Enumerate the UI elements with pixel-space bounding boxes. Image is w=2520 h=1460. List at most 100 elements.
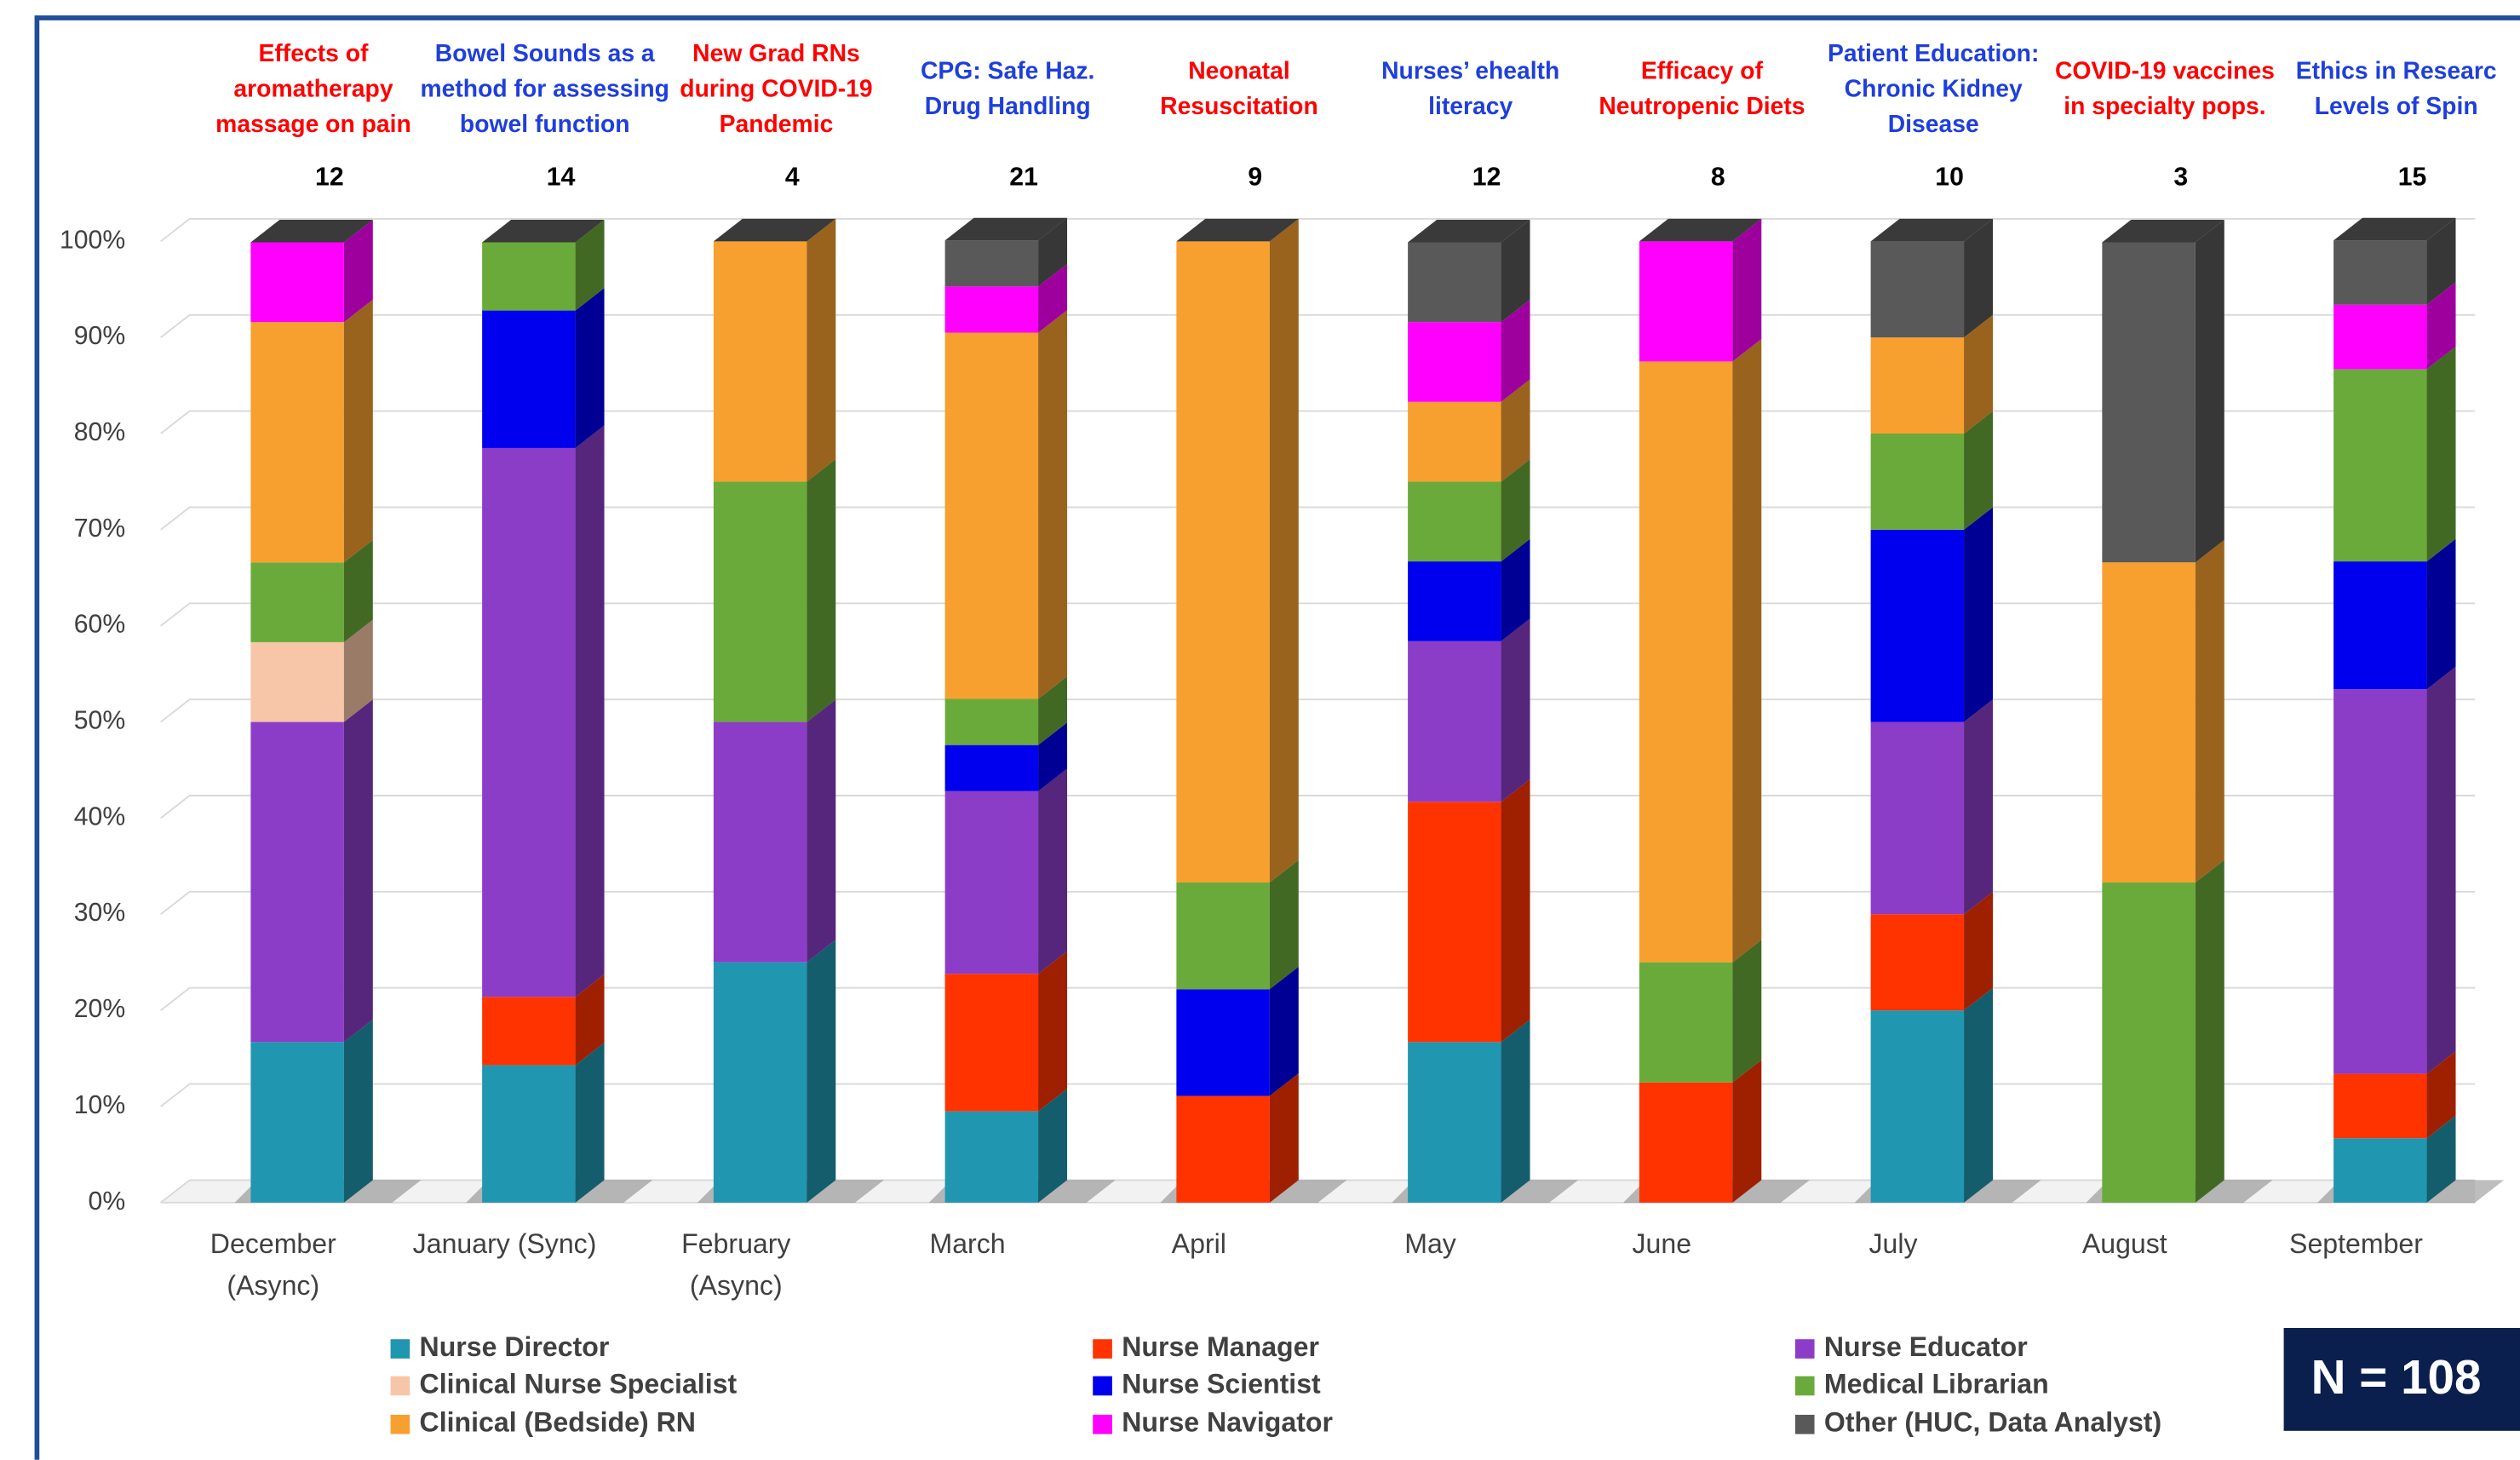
bar-side <box>1038 768 1068 974</box>
bar-side <box>2426 217 2456 305</box>
annotation: Efficacy of <box>1641 57 1764 84</box>
annotation: Levels of Spin <box>2315 92 2478 119</box>
bar-side <box>1964 891 1994 1011</box>
x-tick-label: September <box>2289 1228 2423 1259</box>
bar-segment <box>1408 1042 1501 1203</box>
bar-segment <box>1176 882 1270 990</box>
bar-segment <box>1408 242 1501 323</box>
y-tick-label: 50% <box>74 707 125 735</box>
y-tick-label: 40% <box>74 802 125 831</box>
annotation: Ethics in Researc <box>2296 57 2497 84</box>
bar-segment <box>2102 242 2196 563</box>
x-tick-label: July <box>1869 1228 1918 1259</box>
annotation: New Grad RNs <box>692 39 860 66</box>
bar-segment <box>250 641 344 722</box>
x-tick-label: February (Async) <box>681 1228 790 1301</box>
bar-side <box>1501 459 1530 562</box>
bar-segment <box>2102 562 2196 883</box>
bar-side <box>1038 676 1068 745</box>
annotation: bowel function <box>460 110 630 137</box>
annotation: massage on pain <box>215 110 411 137</box>
bar-side <box>343 299 373 563</box>
bar-side <box>2426 1051 2456 1139</box>
annotation: in specialty pops. <box>2064 92 2265 119</box>
bar-side <box>1501 618 1530 802</box>
bar-side <box>2426 346 2456 562</box>
x-tick-line: (Async) <box>690 1270 783 1301</box>
bar-segment <box>944 790 1039 974</box>
legend-label: Other (HUC, Data Analyst) <box>1824 1407 2161 1438</box>
bar-segment <box>2333 240 2427 305</box>
x-tick-label: April <box>1172 1228 1226 1259</box>
bar-segment <box>944 744 1039 791</box>
bar-side <box>1732 338 1762 963</box>
frame <box>34 15 2520 1460</box>
y-tick-label: 10% <box>74 1091 125 1119</box>
bar-segment <box>1639 241 1733 362</box>
bar-side <box>807 940 836 1203</box>
bar-top <box>250 220 373 243</box>
x-tick-line: February <box>681 1228 790 1259</box>
bar-side <box>1501 220 1530 323</box>
bar-side <box>343 539 373 642</box>
bar-top <box>1176 218 1299 242</box>
legend-swatch <box>1794 1414 1815 1434</box>
bar-top <box>2102 220 2224 243</box>
bar-segment <box>2333 1073 2427 1139</box>
count-label: 15 <box>2398 164 2427 192</box>
bar-segment <box>2333 561 2427 690</box>
y-tick-label: 20% <box>74 995 125 1023</box>
count-label: 3 <box>2173 164 2188 192</box>
y-tick-label: 100% <box>60 226 125 254</box>
bar-side <box>1732 940 1762 1083</box>
count-label: 14 <box>547 164 576 192</box>
bar-side <box>1964 987 1994 1203</box>
bar-segment <box>482 310 576 448</box>
bar-segment <box>944 332 1039 699</box>
annotation: Effects of <box>259 39 370 66</box>
annotation: Chronic Kidney <box>1845 74 2023 101</box>
bar-top <box>2333 217 2456 241</box>
bar-side <box>1501 538 1530 641</box>
bar-segment <box>1639 962 1733 1083</box>
bar-segment <box>1870 721 1965 915</box>
bar-side <box>1964 218 1994 338</box>
bar-side <box>1501 379 1530 482</box>
x-tick-line: July <box>1869 1228 1918 1259</box>
bar-segment <box>2333 369 2427 562</box>
bar-segment <box>944 974 1039 1112</box>
y-tick-label: 80% <box>74 418 125 446</box>
x-tick-line: June <box>1632 1228 1691 1259</box>
bar-side <box>2426 282 2456 370</box>
x-tick-label: December (Async) <box>210 1228 336 1301</box>
bar-segment <box>482 242 576 311</box>
bar-side <box>2426 1115 2456 1203</box>
bar-top <box>944 217 1068 241</box>
annotation: Bowel Sounds as a <box>435 39 655 66</box>
bar-segment <box>482 447 576 997</box>
bar-segment <box>250 721 344 1043</box>
annotation: Pandemic <box>720 110 834 137</box>
legend-swatch <box>390 1376 410 1396</box>
bar-segment <box>944 240 1039 287</box>
bar-side <box>1269 218 1299 883</box>
bar-side <box>1038 1089 1068 1203</box>
count-label: 10 <box>1935 164 1964 192</box>
legend-label: Nurse Director <box>420 1331 610 1362</box>
bar-side <box>1038 263 1068 333</box>
bar-side <box>1038 310 1068 699</box>
y-tick-label: 30% <box>74 899 125 927</box>
x-tick-label: January (Sync) <box>413 1228 597 1259</box>
x-tick-label: August <box>2082 1228 2167 1259</box>
bar-side <box>1964 699 1994 915</box>
bar-segment <box>1870 1010 1965 1203</box>
bar-segment <box>1408 641 1501 802</box>
bar-segment <box>2102 882 2196 1203</box>
y-tick-label: 90% <box>74 322 125 350</box>
legend-label: Nurse Navigator <box>1122 1407 1333 1438</box>
x-tick-line: (Async) <box>227 1270 319 1301</box>
bar-segment <box>1408 481 1501 562</box>
annotation: aromatherapy <box>233 74 393 101</box>
y-tick-label: 70% <box>74 514 125 543</box>
bar-side <box>1038 951 1068 1112</box>
